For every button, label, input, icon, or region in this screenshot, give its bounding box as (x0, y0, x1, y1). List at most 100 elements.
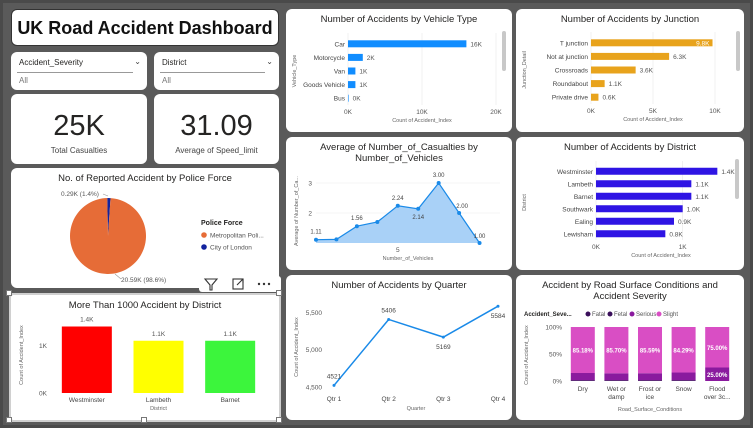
surface-card: Accident by Road Surface Conditions and … (516, 275, 744, 420)
bar[interactable] (596, 168, 717, 175)
y-axis-title: Average of Number_of_Ca... (294, 176, 300, 246)
category-label: Car (335, 41, 346, 48)
chevron-down-icon[interactable]: ⌄ (266, 57, 273, 66)
data-label: 1.1K (695, 194, 709, 201)
data-point[interactable] (355, 224, 359, 228)
filter-icon[interactable] (205, 279, 217, 290)
bar-segment[interactable] (672, 373, 696, 381)
severity-slicer[interactable]: Accident_Severity ⌄ All (11, 52, 147, 90)
severity-slicer-value[interactable]: All (19, 76, 28, 85)
scrollbar[interactable] (735, 159, 739, 199)
more-options-icon[interactable] (258, 283, 270, 285)
data-point[interactable] (442, 336, 445, 339)
y-axis-title: Vehicle_Type (292, 55, 298, 88)
category-label: Lewisham (564, 231, 593, 238)
x-axis-title: Quarter (407, 406, 426, 412)
bar-segment[interactable] (571, 373, 595, 380)
district-slicer[interactable]: District ⌄ All (154, 52, 279, 90)
surface-stacked-chart[interactable]: Accident_Seve... Fatal Fetal Serious Slight C… (516, 275, 744, 420)
scrollbar[interactable] (736, 31, 740, 71)
bar-segment[interactable] (571, 380, 595, 381)
bar[interactable] (348, 95, 349, 102)
data-point[interactable] (497, 305, 500, 308)
bar[interactable] (591, 39, 713, 46)
chevron-down-icon[interactable]: ⌄ (134, 57, 141, 66)
category-label: Van (334, 69, 345, 76)
bar[interactable] (596, 230, 665, 237)
data-label: 5584 (491, 313, 506, 320)
severity-slicer-label: Accident_Severity (19, 58, 83, 67)
legend-marker (201, 244, 207, 250)
y-tick-label: 5,500 (306, 310, 323, 317)
bar[interactable] (596, 218, 674, 225)
bar[interactable] (591, 80, 605, 87)
resize-handle[interactable] (141, 417, 147, 423)
kpi-label: Total Casualties (11, 146, 147, 155)
category-label: Motorcycle (314, 55, 346, 62)
leader-line (103, 194, 108, 196)
category-label: Qtr 3 (436, 396, 451, 403)
y-tick-label: 50% (549, 352, 562, 359)
x-tick-label: 10K (416, 109, 428, 116)
bar[interactable] (591, 94, 598, 101)
district-chart[interactable]: District 0K 1K Count of Accident_Index Westm… (516, 137, 744, 270)
resize-handle[interactable] (6, 417, 12, 423)
data-label: 2K (367, 55, 376, 62)
bar-segment[interactable] (672, 380, 696, 381)
data-point[interactable] (396, 204, 400, 208)
data-point[interactable] (478, 241, 482, 245)
x-tick-label: 1K (679, 244, 688, 251)
district-slicer-value[interactable]: All (162, 76, 171, 85)
bar[interactable] (591, 67, 636, 74)
x-axis-title: Road_Surface_Conditions (618, 407, 682, 413)
bar[interactable] (591, 53, 669, 60)
data-label: 3.6K (640, 68, 654, 75)
bar[interactable] (596, 193, 691, 200)
data-point[interactable] (333, 384, 336, 387)
category-label: Southwark (562, 206, 593, 213)
bar-segment[interactable] (604, 380, 628, 381)
data-point[interactable] (387, 318, 390, 321)
bar-segment[interactable] (638, 380, 662, 381)
data-point[interactable] (437, 181, 441, 185)
casualties-area-chart[interactable]: Average of Number_of_Ca... 3 2 5 Number_of_V… (286, 137, 512, 270)
resize-handle[interactable] (276, 417, 282, 423)
bar[interactable] (348, 81, 355, 88)
bar[interactable] (596, 205, 683, 212)
title-card: UK Road Accident Dashboard (11, 9, 279, 46)
category-label: ice (646, 394, 655, 401)
bar[interactable] (348, 68, 355, 75)
bar-segment[interactable] (638, 373, 662, 380)
data-point[interactable] (314, 238, 318, 242)
data-point[interactable] (375, 220, 379, 224)
x-tick-label: 5 (396, 247, 400, 254)
dashboard-canvas: UK Road Accident Dashboard Accident_Seve… (3, 3, 750, 425)
quarter-line-chart[interactable]: Count of Accident_Index 5,500 5,000 4,500 45… (286, 275, 512, 420)
data-point[interactable] (416, 207, 420, 211)
police-force-pie-chart[interactable]: 0.29K (1.4%) 20.59K (98.6%) Police Force Me… (11, 168, 279, 288)
data-point[interactable] (334, 237, 338, 241)
junction-chart[interactable]: Junction_Detail 0K 5K 10K Count of Accident_… (516, 9, 744, 132)
bar[interactable] (348, 54, 363, 61)
legend-title: Police Force (201, 220, 243, 227)
scrollbar[interactable] (502, 31, 506, 71)
resize-handle[interactable] (6, 290, 12, 296)
vehicle-type-chart[interactable]: Vehicle_Type 0K 10K 20K Count of Accident_In… (286, 9, 512, 132)
legend-item: Metropolitan Poli... (210, 233, 264, 240)
y-tick-label: 4,500 (306, 385, 323, 392)
resize-handle[interactable] (276, 290, 282, 296)
data-label: 9.8K (696, 40, 710, 47)
district-slicer-label: District (162, 58, 186, 67)
bar[interactable] (596, 180, 691, 187)
bar[interactable] (348, 40, 466, 47)
legend-item: City of London (210, 245, 252, 252)
x-axis-title: Count of Accident_Index (623, 117, 683, 123)
data-label: 85.18% (573, 348, 594, 354)
category-label: Qtr 4 (491, 396, 506, 403)
category-label: Qtr 1 (327, 396, 342, 403)
bar-segment[interactable] (604, 373, 628, 380)
data-point[interactable] (457, 211, 461, 215)
y-tick-label: 3 (308, 181, 312, 188)
kpi-value: 31.09 (154, 110, 279, 143)
focus-mode-icon[interactable] (233, 279, 243, 289)
